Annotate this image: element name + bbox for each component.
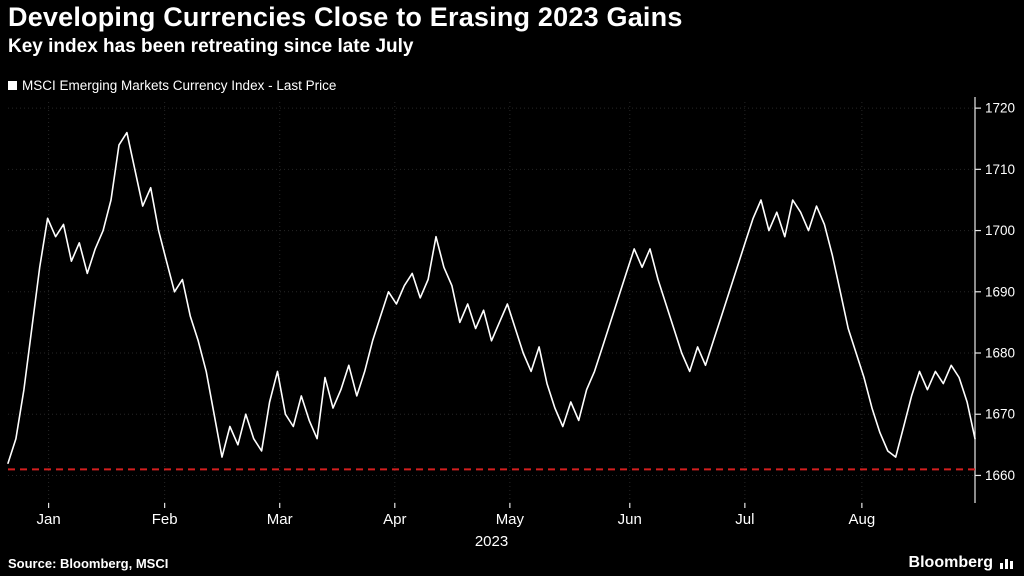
svg-text:Feb: Feb <box>152 511 178 528</box>
svg-text:May: May <box>496 511 525 528</box>
chart-title: Developing Currencies Close to Erasing 2… <box>8 2 683 32</box>
svg-text:1680: 1680 <box>985 346 1015 361</box>
svg-text:1690: 1690 <box>985 284 1015 299</box>
bloomberg-wordmark: Bloomberg <box>909 554 1014 572</box>
svg-text:1710: 1710 <box>985 162 1015 177</box>
source-credit: Source: Bloomberg, MSCI <box>8 556 169 571</box>
legend-label: MSCI Emerging Markets Currency Index - L… <box>22 78 337 93</box>
svg-text:Jan: Jan <box>37 511 61 528</box>
chart-subtitle: Key index has been retreating since late… <box>8 36 414 57</box>
svg-text:1670: 1670 <box>985 407 1015 422</box>
chart-legend: MSCI Emerging Markets Currency Index - L… <box>8 78 336 93</box>
svg-text:Aug: Aug <box>849 511 876 528</box>
bloomberg-bars-icon <box>999 556 1014 571</box>
legend-swatch-icon <box>8 81 17 90</box>
price-line-chart: 1660 1670 1680 1690 1700 1710 1720 Jan Feb Mar Apr… <box>7 97 1015 550</box>
svg-text:2023: 2023 <box>475 533 508 550</box>
svg-text:1720: 1720 <box>985 101 1015 116</box>
svg-text:Apr: Apr <box>383 511 406 528</box>
chart-area: 1660 1670 1680 1690 1700 1710 1720 Jan Feb Mar Apr… <box>0 93 1024 555</box>
footer-bar: Source: Bloomberg, MSCI Bloomberg <box>0 550 1024 576</box>
bloomberg-logo-text: Bloomberg <box>908 554 993 571</box>
svg-text:Mar: Mar <box>267 511 293 528</box>
svg-text:Jul: Jul <box>735 511 754 528</box>
svg-text:1660: 1660 <box>985 468 1015 483</box>
svg-text:1700: 1700 <box>985 223 1015 238</box>
svg-text:Jun: Jun <box>618 511 642 528</box>
